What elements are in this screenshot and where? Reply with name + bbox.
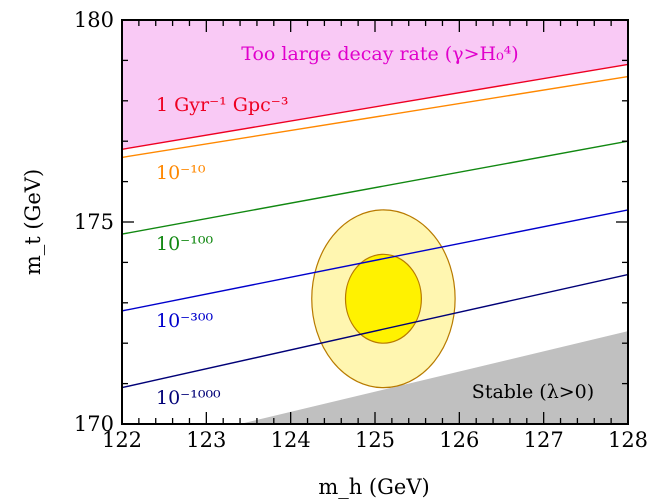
region-label-stable: Stable (λ>0): [472, 381, 594, 403]
series-line-4: [122, 273, 628, 389]
x-tick-label: 127: [524, 428, 564, 452]
x-tick-label: 126: [439, 428, 479, 452]
x-tick-label: 123: [186, 428, 226, 452]
region-1: [240, 331, 628, 424]
confidence-ellipse-2: [344, 253, 422, 344]
region-0: [122, 20, 628, 150]
contour-label-1e-1000: 10⁻¹⁰⁰⁰: [156, 387, 221, 409]
x-tick-label: 124: [271, 428, 311, 452]
contour-label-1e-100: 10⁻¹⁰⁰: [156, 233, 213, 255]
contour-label-1e-10: 10⁻¹⁰: [156, 162, 206, 184]
series-line-1: [122, 75, 628, 159]
y-tick-label: 180: [74, 8, 114, 32]
series-line-2: [122, 140, 628, 235]
y-axis-title: m_t (GeV): [21, 169, 45, 275]
x-tick-label: 122: [102, 428, 142, 452]
y-tick-label: 170: [74, 412, 114, 436]
x-tick-label: 125: [355, 428, 395, 452]
series-line-3: [122, 209, 628, 312]
x-axis-title: m_h (GeV): [318, 475, 429, 499]
contour-label-1e-300: 10⁻³⁰⁰: [156, 310, 213, 332]
x-tick-label: 128: [608, 428, 648, 452]
contour-label-1gyr: 1 Gyr⁻¹ Gpc⁻³: [156, 94, 288, 116]
y-tick-label: 175: [74, 210, 114, 234]
region-label-too-large-decay-rate: Too large decay rate (γ>H₀⁴): [241, 43, 518, 65]
series-line-0: [122, 63, 628, 150]
